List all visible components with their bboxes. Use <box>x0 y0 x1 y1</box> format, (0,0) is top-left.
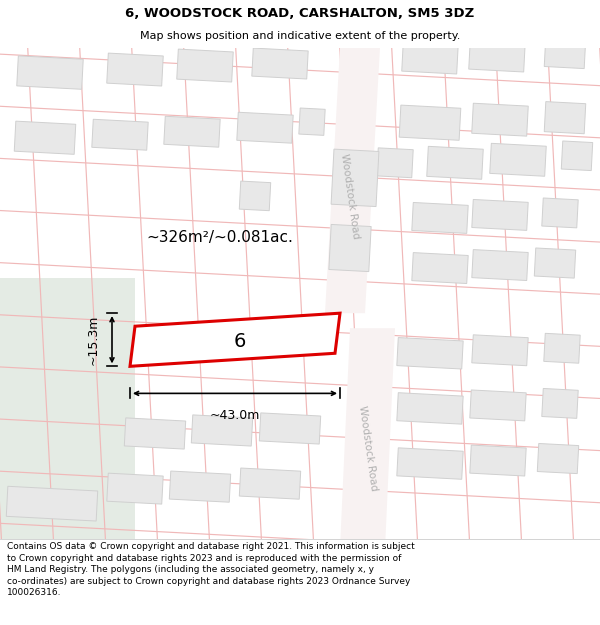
Polygon shape <box>399 105 461 140</box>
Polygon shape <box>397 392 463 424</box>
Polygon shape <box>412 253 468 284</box>
Polygon shape <box>427 146 483 179</box>
Polygon shape <box>252 48 308 79</box>
Polygon shape <box>239 181 271 211</box>
Polygon shape <box>164 116 220 147</box>
Polygon shape <box>14 121 76 154</box>
Polygon shape <box>239 468 301 499</box>
Polygon shape <box>472 103 528 136</box>
Text: Map shows position and indicative extent of the property.: Map shows position and indicative extent… <box>140 31 460 41</box>
Polygon shape <box>340 328 395 549</box>
Text: ~43.0m: ~43.0m <box>210 409 260 422</box>
Polygon shape <box>561 141 593 171</box>
Polygon shape <box>237 112 293 143</box>
Polygon shape <box>397 338 463 369</box>
Polygon shape <box>402 41 458 74</box>
Polygon shape <box>6 486 98 521</box>
Polygon shape <box>470 390 526 421</box>
Polygon shape <box>177 49 233 82</box>
Polygon shape <box>325 48 380 313</box>
Polygon shape <box>472 199 528 231</box>
Text: ~15.3m: ~15.3m <box>87 314 100 365</box>
Polygon shape <box>92 119 148 150</box>
Polygon shape <box>472 249 528 281</box>
Polygon shape <box>537 444 579 474</box>
Polygon shape <box>469 39 525 72</box>
Polygon shape <box>544 333 580 363</box>
Polygon shape <box>472 335 528 366</box>
Polygon shape <box>534 248 576 278</box>
Polygon shape <box>17 56 83 89</box>
Text: 6, WOODSTOCK ROAD, CARSHALTON, SM5 3DZ: 6, WOODSTOCK ROAD, CARSHALTON, SM5 3DZ <box>125 7 475 20</box>
Polygon shape <box>107 53 163 86</box>
Polygon shape <box>490 143 546 176</box>
Polygon shape <box>544 102 586 134</box>
Polygon shape <box>299 108 325 136</box>
Polygon shape <box>412 202 468 233</box>
Polygon shape <box>470 445 526 476</box>
Text: 6: 6 <box>234 332 246 351</box>
Text: Woodstock Road: Woodstock Road <box>339 152 361 239</box>
Polygon shape <box>124 418 185 449</box>
Text: Contains OS data © Crown copyright and database right 2021. This information is : Contains OS data © Crown copyright and d… <box>7 542 415 597</box>
Polygon shape <box>0 278 135 539</box>
Polygon shape <box>107 473 163 504</box>
Polygon shape <box>329 224 371 272</box>
Polygon shape <box>259 413 320 444</box>
Polygon shape <box>542 198 578 228</box>
Polygon shape <box>169 471 230 502</box>
Polygon shape <box>130 313 340 366</box>
Polygon shape <box>0 48 600 539</box>
Polygon shape <box>191 415 253 446</box>
Polygon shape <box>397 448 463 479</box>
Polygon shape <box>331 149 379 206</box>
Polygon shape <box>377 148 413 178</box>
Polygon shape <box>544 36 586 69</box>
Text: ~326m²/~0.081ac.: ~326m²/~0.081ac. <box>146 231 293 246</box>
Text: Woodstock Road: Woodstock Road <box>357 405 379 492</box>
Polygon shape <box>542 389 578 418</box>
